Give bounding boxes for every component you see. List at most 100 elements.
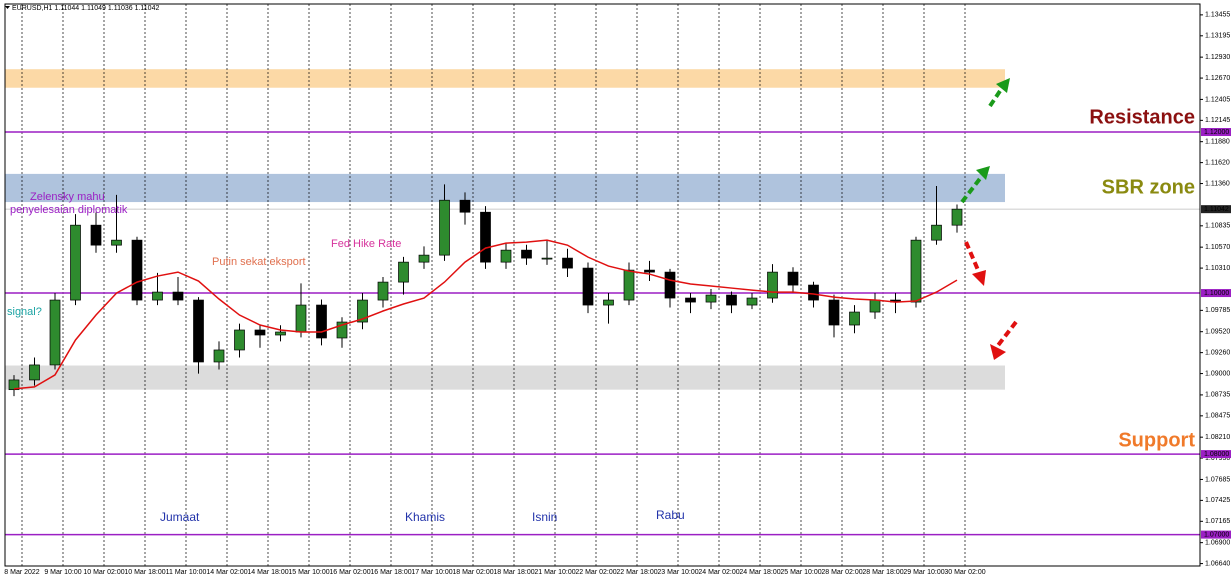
day-label: Rabu: [656, 508, 685, 522]
arrow: [994, 320, 1018, 350]
candle-body: [459, 199, 471, 213]
y-tick-label: 1.09785: [1205, 307, 1230, 314]
level-label-box: [1201, 530, 1231, 539]
current-price-box: [1201, 205, 1231, 214]
y-tick-label: 1.13195: [1205, 33, 1230, 40]
y-tick-label: 1.11620: [1205, 159, 1230, 166]
arrow: [960, 174, 984, 204]
candle-body: [8, 379, 20, 391]
y-tick-label: 1.07685: [1205, 476, 1230, 483]
current-price-label: 1.11042: [1204, 206, 1229, 213]
moving-average: [13, 239, 958, 390]
level-label-box: [1201, 128, 1231, 137]
level-label: 1.08000: [1204, 451, 1229, 458]
day-label: Jumaat: [160, 510, 200, 524]
candle-body: [705, 294, 717, 303]
y-tick-label: 1.06900: [1205, 539, 1230, 546]
zone: [5, 69, 1005, 88]
arrow-head: [972, 270, 986, 286]
annotation: Zelensky mahu: [30, 191, 105, 203]
candle-body: [500, 249, 512, 263]
x-tick-label: 28 Mar 18:00: [862, 569, 903, 576]
x-tick-label: 17 Mar 10:00: [411, 569, 452, 576]
arrow: [964, 241, 980, 271]
candle-body: [562, 257, 573, 269]
y-tick-label: 1.06640: [1205, 560, 1230, 567]
x-tick-label: 24 Mar 18:00: [739, 569, 780, 576]
y-tick-label: 1.07950: [1205, 455, 1230, 462]
candle-body: [193, 299, 204, 363]
day-label: Isnin: [532, 510, 557, 524]
x-tick-label: 8 Mar 2022: [4, 569, 40, 576]
x-tick-label: 16 Mar 18:00: [370, 569, 411, 576]
candle-body: [767, 271, 778, 299]
candle-body: [480, 211, 491, 263]
candle-body: [439, 199, 450, 256]
arrow-head: [996, 78, 1010, 93]
candle-body: [541, 257, 553, 260]
sbr-label: SBR zone: [1102, 176, 1195, 198]
annotation: signal?: [7, 306, 42, 318]
level-label: 1.12000: [1204, 129, 1229, 136]
candle-body: [931, 224, 942, 241]
x-tick-label: 9 Mar 10:00: [44, 569, 81, 576]
levels: [5, 131, 1200, 536]
candle-body: [377, 281, 389, 301]
x-tick-label: 14 Mar 02:00: [206, 569, 247, 576]
x-tick-label: 25 Mar 10:00: [780, 569, 821, 576]
candle-body: [726, 294, 737, 306]
candle-body: [787, 271, 799, 286]
y-tick-label: 1.09260: [1205, 349, 1230, 356]
candle-body: [828, 299, 840, 326]
candle-body: [869, 299, 881, 313]
plot-frame: [4, 3, 1201, 567]
candle-body: [234, 329, 245, 351]
level-label-box: [1201, 289, 1231, 298]
candle-body: [808, 284, 819, 301]
y-tick-label: 1.08210: [1205, 434, 1230, 441]
candle-body: [172, 291, 184, 301]
candle-body: [357, 299, 368, 323]
candle-body: [213, 349, 225, 363]
y-tick-label: 1.12145: [1205, 117, 1230, 124]
x-tick-label: 18 Mar 02:00: [452, 569, 493, 576]
grid: [21, 4, 966, 566]
y-tick-label: 1.09000: [1205, 370, 1230, 377]
price-axis: 8 Mar 2022 9 Mar 10:00 10 Mar 02:00 10 Mar …: [4, 3, 1231, 576]
x-tick-label: 30 Mar 02:00: [944, 569, 985, 576]
candle-body: [582, 267, 594, 306]
arrow: [988, 86, 1004, 108]
y-tick-label: 1.08735: [1205, 392, 1230, 399]
candle-body: [910, 239, 922, 303]
x-tick-label: 23 Mar 10:00: [657, 569, 698, 576]
x-tick-label: 24 Mar 02:00: [698, 569, 739, 576]
y-tick-label: 1.07165: [1205, 518, 1230, 525]
x-tick-label: 11 Mar 10:00: [166, 569, 207, 576]
x-tick-label: 28 Mar 02:00: [821, 569, 862, 576]
x-tick-label: 22 Mar 02:00: [575, 569, 616, 576]
x-tick-label: 29 Mar 10:00: [903, 569, 944, 576]
header-icon: [5, 6, 10, 9]
arrow-head: [976, 166, 990, 180]
annotation: Putin sekat eksport: [212, 256, 306, 268]
candle-body: [849, 311, 860, 326]
support-label: Support: [1118, 429, 1195, 451]
x-tick-label: 22 Mar 18:00: [616, 569, 657, 576]
candle-body: [131, 239, 143, 301]
candle-body: [951, 208, 963, 226]
candle-body: [336, 321, 348, 339]
arrow-head: [990, 344, 1006, 360]
candle-body: [521, 249, 532, 259]
x-tick-label: 14 Mar 18:00: [247, 569, 288, 576]
y-tick-label: 1.13455: [1205, 12, 1230, 19]
candle-body: [644, 269, 655, 273]
x-tick-label: 10 Mar 02:00: [83, 569, 124, 576]
x-tick-label: 18 Mar 18:00: [493, 569, 534, 576]
x-tick-label: 15 Mar 10:00: [288, 569, 329, 576]
zones: [5, 69, 1005, 390]
zone: [5, 173, 1005, 203]
candle-body: [685, 297, 696, 303]
candle-body: [275, 331, 286, 336]
candle-body: [49, 299, 61, 366]
